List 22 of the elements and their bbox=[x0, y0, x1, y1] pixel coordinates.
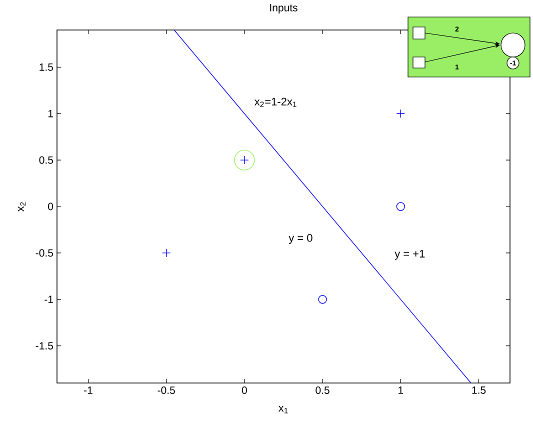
point bbox=[234, 150, 255, 170]
point bbox=[318, 295, 327, 304]
annotation: y = 0 bbox=[288, 234, 312, 244]
annotation: y = +1 bbox=[394, 250, 425, 260]
x-axis-title: x$_{1}$ bbox=[278, 406, 288, 414]
y-tick-label: 1.5 bbox=[40, 64, 54, 71]
x-tick-label: -0.5 bbox=[158, 386, 175, 394]
y-tick-label: 0.5 bbox=[39, 156, 54, 164]
x-tick-label: 0 bbox=[242, 386, 247, 394]
point bbox=[396, 202, 406, 211]
y-tick-label: -0.5 bbox=[36, 249, 54, 257]
annotation: x$_{2}$=1-2x$_{1}$ bbox=[254, 98, 296, 108]
chart-title: Inputs bbox=[270, 4, 298, 14]
y-axis-title: x$_{2}$ bbox=[18, 202, 26, 212]
x-tick-label: 1 bbox=[398, 386, 404, 394]
x-tick-label: 0.5 bbox=[316, 386, 330, 394]
y-tick-label: -1.5 bbox=[36, 342, 54, 350]
x-tick-label: 1.5 bbox=[472, 386, 486, 394]
x-tick-label: -1 bbox=[84, 386, 92, 394]
y-tick-label: 0 bbox=[48, 202, 54, 210]
y-tick-label: -1 bbox=[44, 296, 53, 304]
y-tick-label: 1 bbox=[48, 110, 53, 118]
